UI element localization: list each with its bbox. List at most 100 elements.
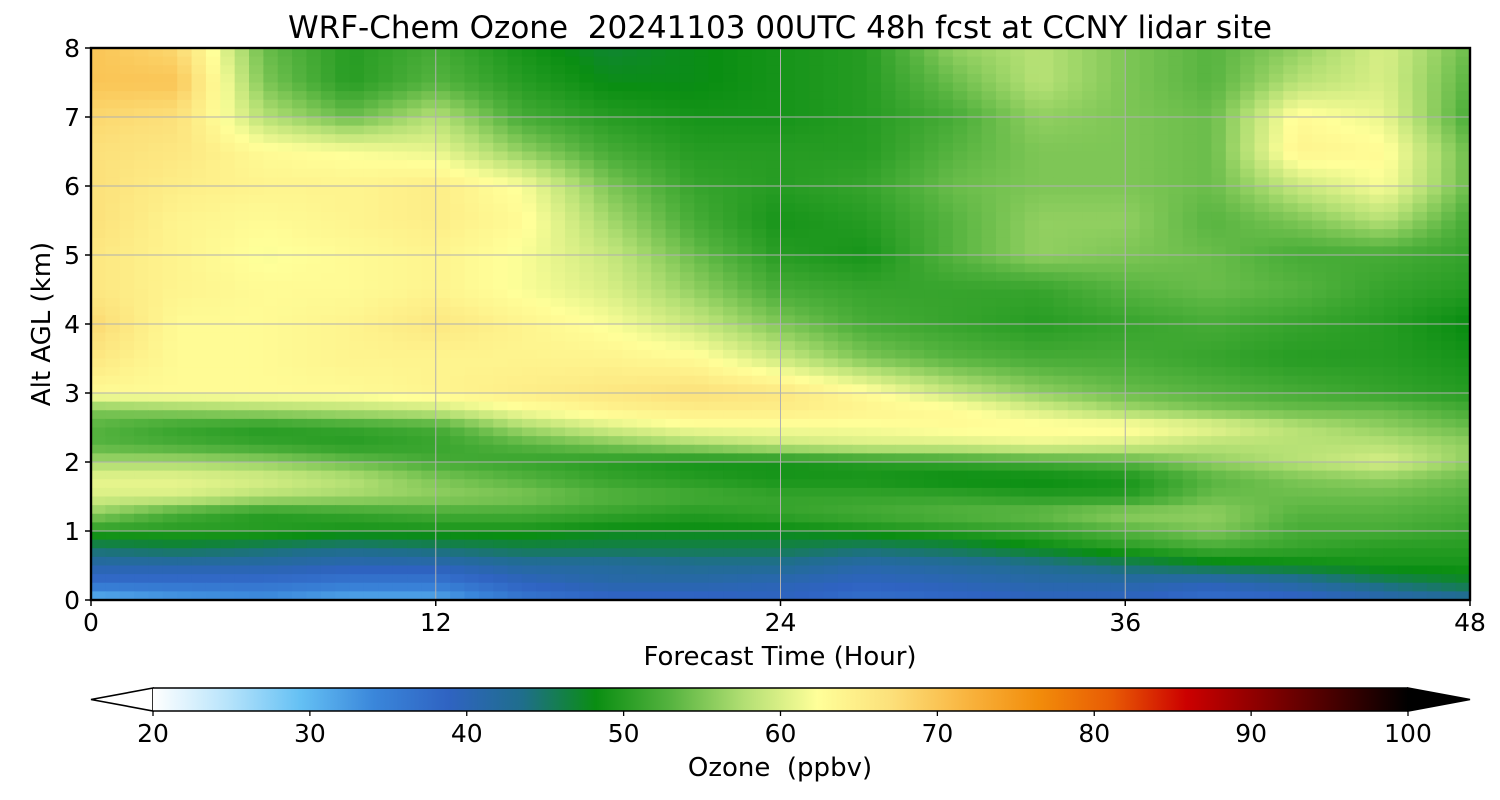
heatmap-cell bbox=[521, 462, 537, 472]
heatmap-cell bbox=[1096, 220, 1112, 230]
heatmap-cell bbox=[1211, 289, 1227, 299]
heatmap-cell bbox=[1067, 384, 1083, 394]
heatmap-cell bbox=[967, 117, 983, 127]
heatmap-cell bbox=[1340, 393, 1356, 403]
heatmap-cell bbox=[1197, 168, 1213, 178]
heatmap-cell bbox=[177, 401, 193, 411]
heatmap-cell bbox=[1340, 91, 1356, 101]
heatmap-cell bbox=[148, 280, 164, 291]
heatmap-cell bbox=[1053, 306, 1069, 316]
heatmap-cell bbox=[823, 298, 839, 308]
heatmap-cell bbox=[493, 367, 509, 377]
heatmap-cell bbox=[134, 436, 150, 446]
heatmap-cell bbox=[636, 142, 652, 153]
heatmap-cell bbox=[1039, 280, 1055, 291]
heatmap-cell bbox=[895, 479, 911, 489]
heatmap-cell bbox=[794, 349, 810, 360]
heatmap-cell bbox=[565, 151, 580, 161]
heatmap-cell bbox=[938, 375, 954, 385]
heatmap-cell bbox=[766, 298, 782, 308]
heatmap-cell bbox=[909, 125, 925, 135]
heatmap-cell bbox=[737, 65, 753, 75]
heatmap-cell bbox=[335, 168, 351, 178]
heatmap-cell bbox=[478, 358, 494, 368]
heatmap-cell bbox=[1240, 280, 1256, 291]
heatmap-cell bbox=[1211, 194, 1227, 204]
heatmap-cell bbox=[177, 367, 193, 377]
heatmap-cell bbox=[1125, 108, 1141, 118]
heatmap-cell bbox=[565, 211, 580, 222]
heatmap-cell bbox=[1398, 341, 1414, 351]
heatmap-cell bbox=[378, 229, 394, 239]
heatmap-cell bbox=[794, 65, 810, 75]
heatmap-cell bbox=[952, 168, 968, 178]
heatmap-cell bbox=[1082, 393, 1098, 403]
heatmap-cell bbox=[421, 91, 437, 101]
heatmap-cell bbox=[1110, 289, 1126, 299]
heatmap-cell bbox=[162, 108, 178, 118]
heatmap-cell bbox=[995, 487, 1011, 498]
heatmap-cell bbox=[507, 117, 523, 127]
heatmap-cell bbox=[1110, 73, 1126, 84]
heatmap-cell bbox=[1153, 142, 1169, 153]
heatmap-cell bbox=[148, 99, 164, 109]
heatmap-cell bbox=[952, 246, 968, 256]
heatmap-cell bbox=[622, 349, 638, 360]
heatmap-cell bbox=[837, 436, 853, 446]
heatmap-cell bbox=[306, 332, 322, 342]
heatmap-cell bbox=[263, 108, 279, 118]
heatmap-cell bbox=[1340, 220, 1356, 230]
heatmap-cell bbox=[1383, 125, 1399, 135]
heatmap-cell bbox=[378, 470, 394, 480]
heatmap-cell bbox=[134, 341, 150, 351]
heatmap-cell bbox=[622, 229, 638, 239]
heatmap-cell bbox=[1168, 479, 1184, 489]
heatmap-cell bbox=[981, 151, 997, 161]
heatmap-cell bbox=[148, 427, 164, 437]
heatmap-cell bbox=[823, 436, 839, 446]
heatmap-cell bbox=[1039, 134, 1055, 144]
heatmap-cell bbox=[421, 272, 437, 282]
heatmap-cell bbox=[263, 177, 279, 187]
heatmap-cell bbox=[177, 263, 193, 273]
heatmap-cell bbox=[665, 393, 681, 403]
heatmap-cell bbox=[550, 48, 566, 58]
heatmap-cell bbox=[1283, 401, 1299, 411]
heatmap-cell bbox=[1326, 470, 1342, 480]
heatmap-cell bbox=[306, 453, 322, 463]
heatmap-cell bbox=[852, 125, 868, 135]
heatmap-cell bbox=[679, 427, 695, 437]
heatmap-cell bbox=[1125, 470, 1141, 480]
heatmap-cell bbox=[277, 237, 293, 247]
heatmap-cell bbox=[1455, 82, 1470, 92]
heatmap-cell bbox=[809, 470, 825, 480]
heatmap-cell bbox=[1139, 194, 1155, 204]
heatmap-cell bbox=[162, 453, 178, 463]
heatmap-cell bbox=[1326, 91, 1342, 101]
heatmap-cell bbox=[881, 73, 897, 84]
heatmap-cell bbox=[881, 91, 897, 101]
heatmap-cell bbox=[220, 341, 236, 351]
heatmap-cell bbox=[967, 462, 983, 472]
heatmap-cell bbox=[191, 324, 207, 334]
heatmap-cell bbox=[263, 410, 279, 420]
heatmap-cell bbox=[823, 255, 839, 265]
heatmap-cell bbox=[636, 194, 652, 204]
heatmap-cell bbox=[1311, 462, 1327, 472]
heatmap-cell bbox=[177, 177, 193, 187]
heatmap-cell bbox=[651, 160, 667, 170]
heatmap-cell bbox=[1211, 315, 1227, 325]
heatmap-cell bbox=[866, 160, 882, 170]
heatmap-cell bbox=[1024, 151, 1040, 161]
heatmap-cell bbox=[249, 470, 264, 480]
heatmap-cell bbox=[1412, 134, 1428, 144]
heatmap-cell bbox=[91, 142, 106, 153]
heatmap-cell bbox=[579, 134, 595, 144]
heatmap-cell bbox=[478, 82, 494, 92]
heatmap-cell bbox=[1283, 341, 1299, 351]
heatmap-cell bbox=[1441, 298, 1457, 308]
heatmap-cell bbox=[579, 418, 595, 429]
heatmap-cell bbox=[708, 427, 724, 437]
heatmap-cell bbox=[967, 384, 983, 394]
heatmap-cell bbox=[837, 125, 853, 135]
